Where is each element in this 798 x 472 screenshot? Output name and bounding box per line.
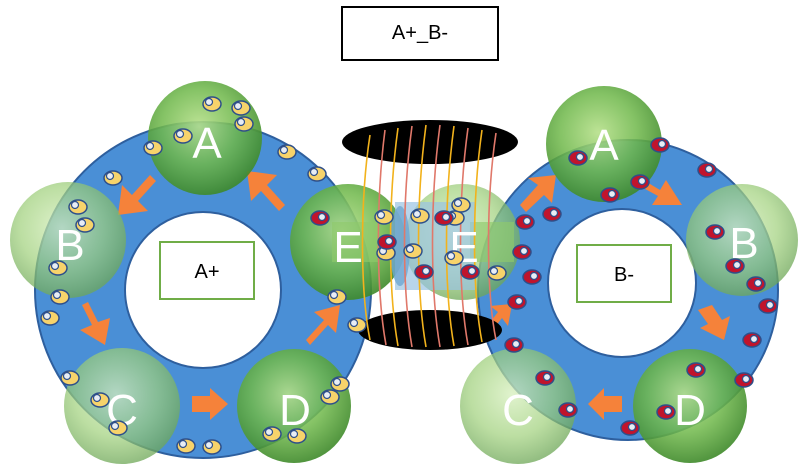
right-node-c-label: C — [502, 386, 534, 435]
yellow-particle — [330, 376, 350, 392]
red-particle — [656, 404, 676, 420]
red-particle — [630, 174, 650, 190]
right-center-label: B- — [614, 264, 634, 286]
red-particle — [600, 187, 620, 203]
red-particle — [515, 214, 535, 230]
arrow-icon — [118, 175, 156, 215]
yellow-particle — [60, 370, 80, 386]
red-particle — [686, 362, 706, 378]
left-tube-block — [332, 222, 378, 262]
left-center-label: A+ — [194, 261, 219, 283]
red-particle — [522, 269, 542, 285]
yellow-particle — [108, 420, 128, 436]
center-coil — [332, 120, 518, 350]
yellow-particle — [90, 392, 110, 408]
yellow-particle — [40, 310, 60, 326]
yellow-particle — [410, 208, 430, 224]
yellow-particle — [403, 243, 423, 259]
red-particle — [535, 370, 555, 386]
diagram-title-text: A+_B- — [391, 22, 449, 44]
red-particle — [650, 137, 670, 153]
red-particle — [734, 372, 754, 388]
yellow-particle — [68, 199, 88, 215]
right-node-d-label: D — [674, 386, 706, 435]
arrow-icon — [247, 171, 285, 211]
yellow-particle — [262, 426, 282, 442]
yellow-particle — [451, 197, 471, 213]
left-node-b — [10, 182, 126, 298]
left-node-d-label: D — [279, 386, 311, 435]
yellow-particle — [287, 428, 307, 444]
arrow-icon — [520, 175, 556, 212]
red-particle — [512, 244, 532, 260]
yellow-particle — [173, 128, 193, 144]
red-particle — [504, 337, 524, 353]
red-particle — [758, 298, 778, 314]
yellow-particle — [444, 250, 464, 266]
left-node-a-label: A — [192, 119, 222, 168]
yellow-particle — [487, 265, 507, 281]
yellow-particle — [202, 439, 222, 455]
right-node-a — [546, 86, 662, 202]
red-particle — [377, 234, 397, 250]
coil-top-cap — [342, 120, 518, 164]
yellow-particle — [143, 140, 163, 156]
left-node-e-label: E — [333, 223, 362, 272]
arrow-icon — [306, 305, 340, 345]
red-particle — [434, 210, 454, 226]
yellow-particle — [103, 170, 123, 186]
coil-windings — [361, 124, 497, 348]
yellow-particle — [48, 260, 68, 276]
right-ring-arrows — [484, 175, 730, 420]
yellow-particle — [320, 389, 340, 405]
red-particle — [460, 264, 480, 280]
yellow-particle — [202, 96, 222, 112]
particles — [40, 96, 778, 455]
red-particle — [746, 276, 766, 292]
arrow-icon — [588, 388, 622, 420]
yellow-particle — [374, 209, 394, 225]
right-node-d — [633, 349, 747, 463]
red-particle — [705, 224, 725, 240]
right-node-a-label: A — [589, 121, 619, 170]
yellow-particle — [176, 438, 196, 454]
red-particle — [542, 206, 562, 222]
right-node-b — [686, 184, 798, 296]
yellow-particle — [277, 144, 297, 160]
left-ring-arrows — [80, 171, 340, 420]
red-particle — [742, 332, 762, 348]
left-center-label-box: A+ — [159, 241, 255, 300]
red-particle — [414, 264, 434, 280]
red-particle — [568, 150, 588, 166]
arrow-icon — [80, 302, 110, 345]
red-particle — [620, 420, 640, 436]
arrow-icon — [698, 305, 730, 340]
yellow-particle — [75, 217, 95, 233]
red-particle — [725, 258, 745, 274]
yellow-particle — [231, 100, 251, 116]
red-particle — [697, 162, 717, 178]
right-center-label-box: B- — [576, 244, 672, 303]
yellow-particle — [327, 289, 347, 305]
yellow-particle — [307, 166, 327, 182]
yellow-particle — [50, 289, 70, 305]
yellow-particle — [347, 317, 367, 333]
right-tube-block — [470, 222, 514, 262]
yellow-particle — [234, 116, 254, 132]
arrow-icon — [192, 388, 228, 420]
red-particle — [310, 210, 330, 226]
red-particle — [558, 402, 578, 418]
diagram-title: A+_B- — [341, 6, 499, 61]
left-node-c — [64, 348, 180, 464]
red-particle — [507, 294, 527, 310]
